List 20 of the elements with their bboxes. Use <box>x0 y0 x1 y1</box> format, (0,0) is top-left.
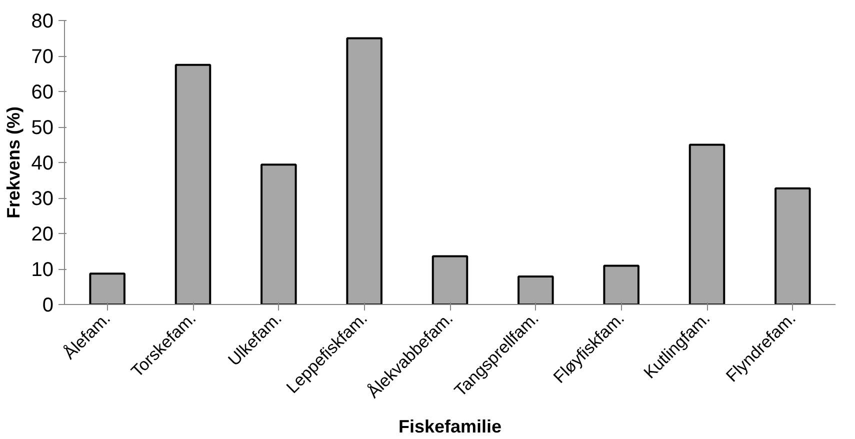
bar <box>688 144 726 304</box>
y-tick-label: 0 <box>42 294 54 316</box>
bar <box>174 64 212 304</box>
y-tick-label: 70 <box>31 46 54 68</box>
bar <box>518 275 554 304</box>
y-tick-label: 80 <box>31 10 54 32</box>
x-axis-title: Fiskefamilie <box>398 416 502 436</box>
bar <box>346 37 382 304</box>
y-tick-label: 40 <box>31 152 54 174</box>
bar <box>260 164 297 304</box>
y-tick-label: 10 <box>31 259 54 281</box>
bar <box>774 187 811 304</box>
bar <box>89 272 126 304</box>
y-tick-label: 50 <box>31 117 54 139</box>
y-axis-title: Frekvens (%) <box>3 106 24 219</box>
y-tick-label: 20 <box>31 224 54 246</box>
bar <box>432 255 468 304</box>
y-tick-label: 60 <box>31 82 54 104</box>
bar <box>603 264 640 304</box>
y-tick-label: 30 <box>31 188 54 210</box>
